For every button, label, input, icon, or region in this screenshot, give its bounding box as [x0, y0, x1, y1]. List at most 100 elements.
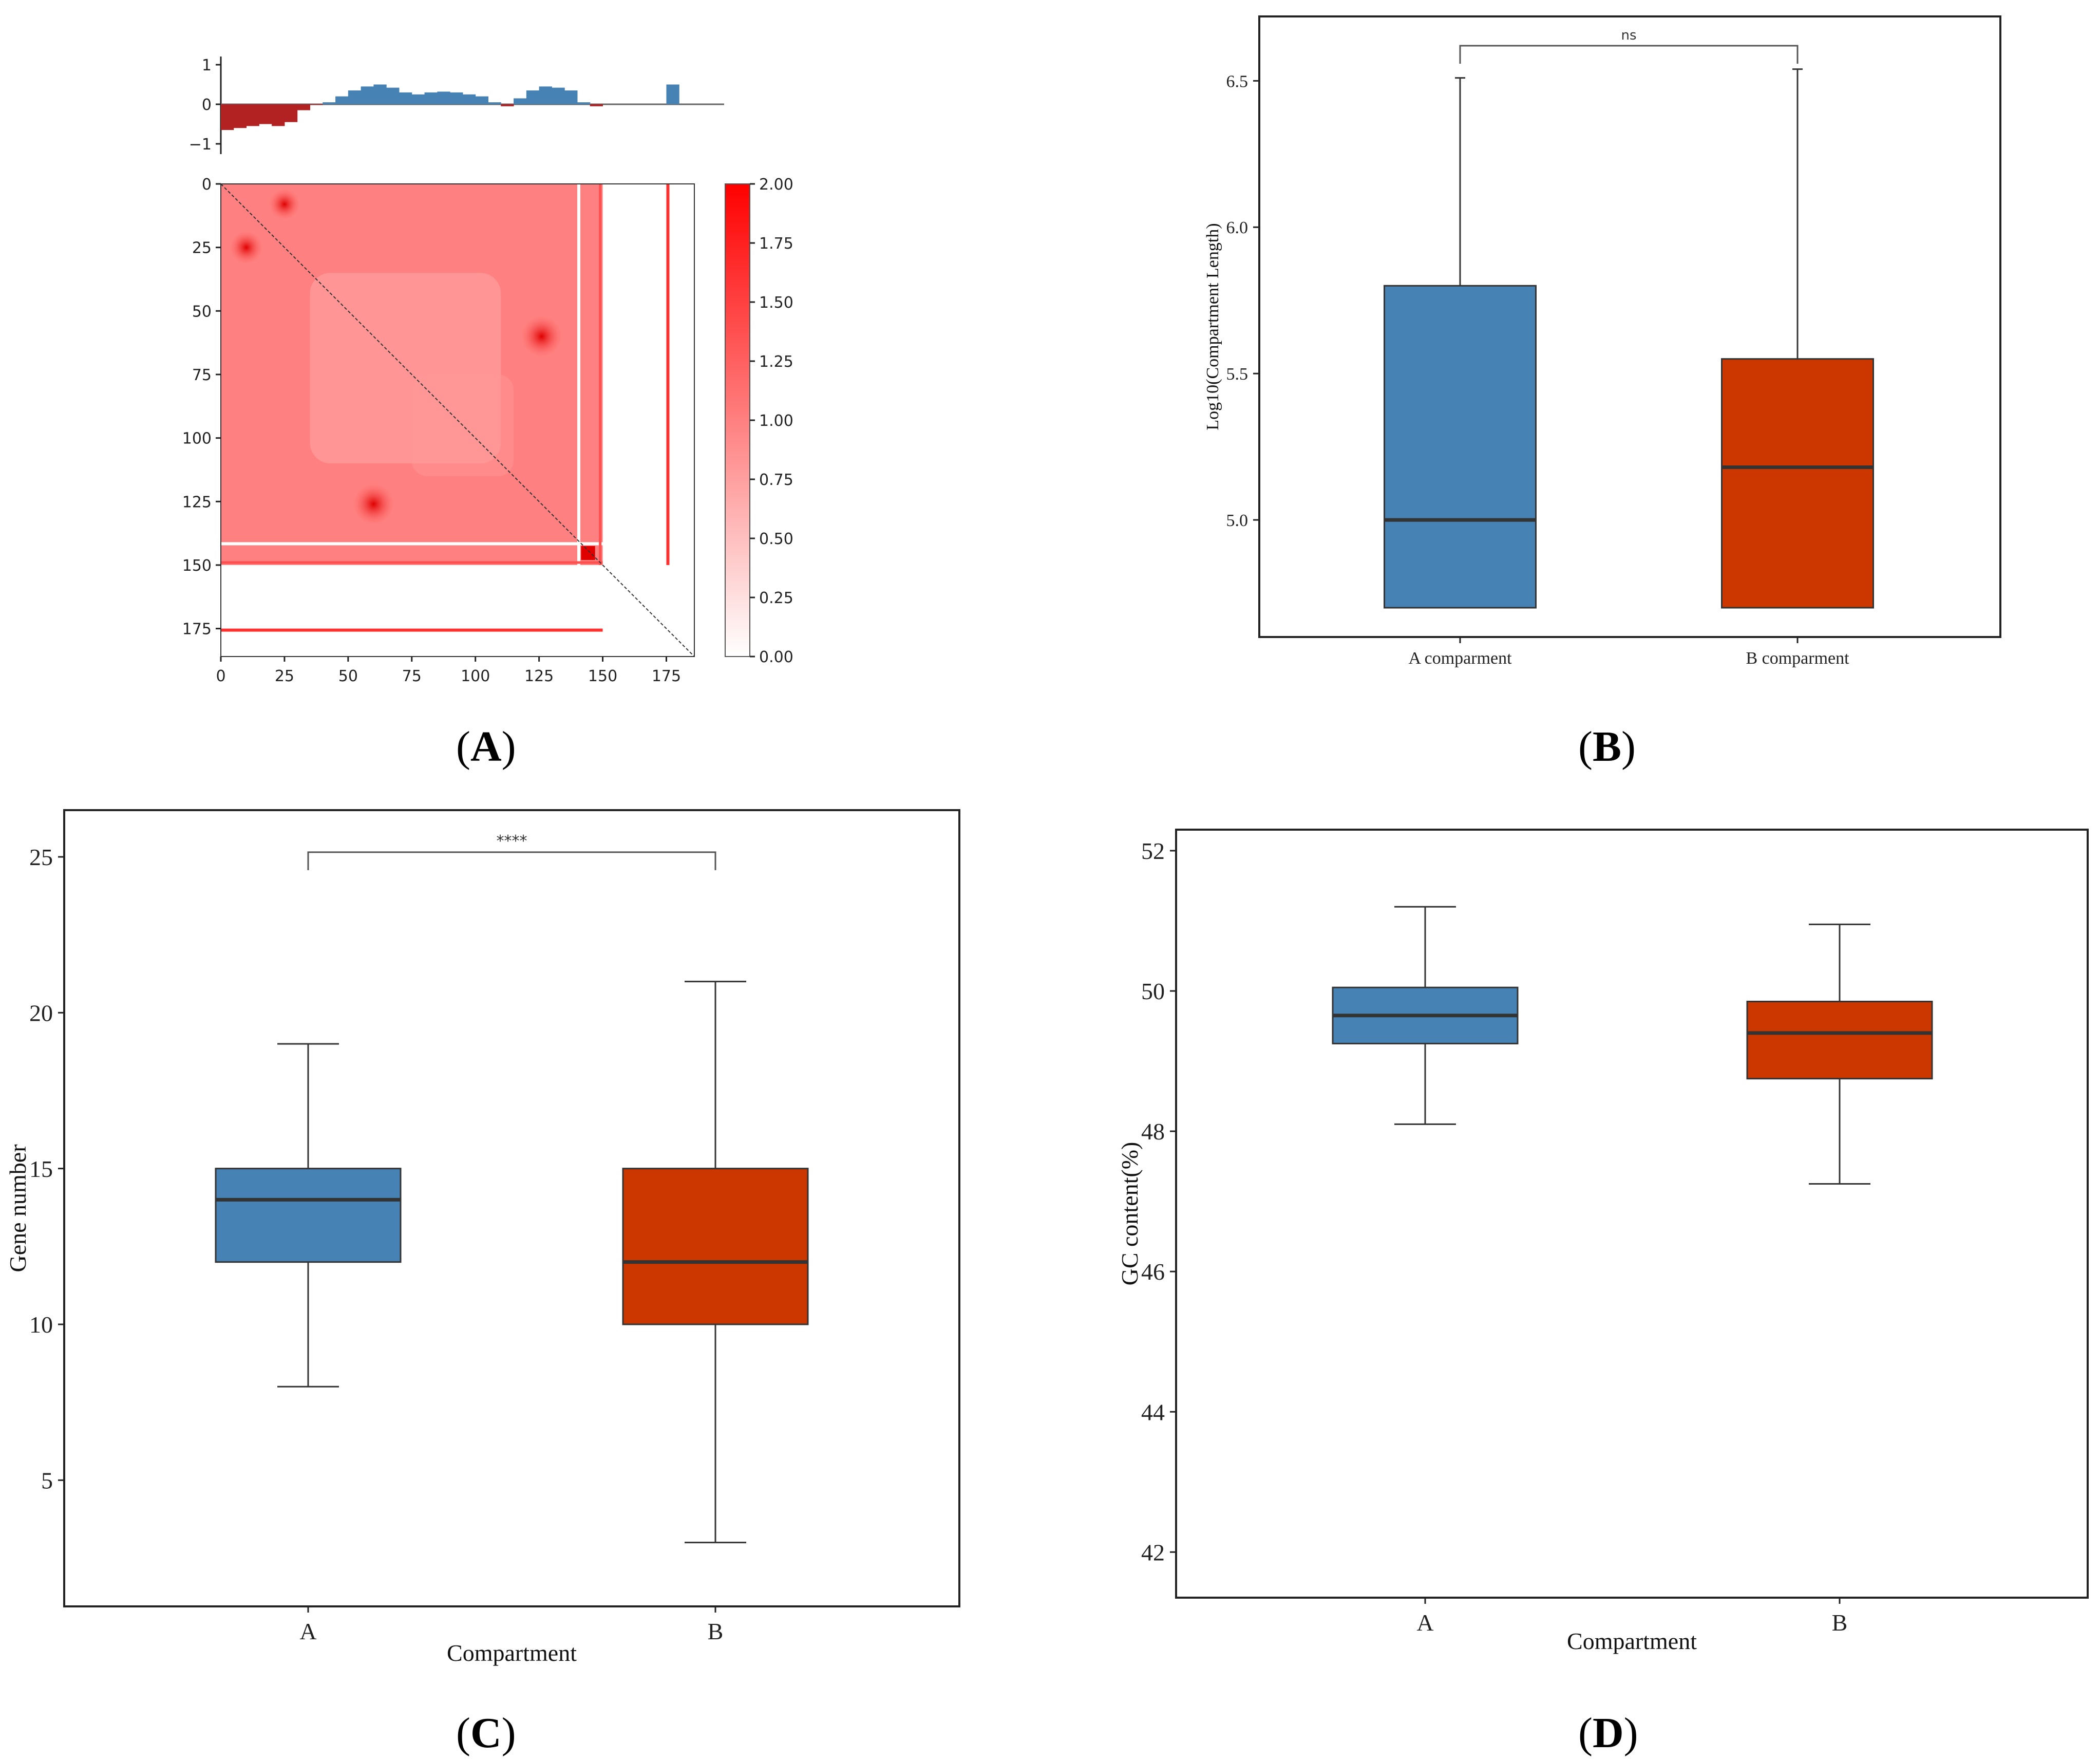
track-bar: [246, 104, 259, 126]
track-bar: [373, 84, 387, 104]
x-tick-label: A comparment: [1408, 649, 1512, 668]
track-bar: [348, 90, 362, 104]
track-bar: [259, 104, 272, 124]
matrix-strip: [599, 184, 602, 565]
matrix-hotspot: [521, 315, 562, 357]
box-body: [1746, 1000, 1933, 1080]
track-bar: [501, 104, 514, 106]
box-body: [215, 1168, 402, 1263]
track-bar: [272, 104, 285, 126]
y-tick-label: 15: [29, 1156, 53, 1182]
track-bar: [411, 94, 425, 104]
track-bar: [552, 87, 565, 104]
track-bar: [233, 104, 247, 128]
track-bar: [450, 92, 463, 104]
matrix-frame: [220, 183, 695, 657]
y-axis-label: Log10(Compartment Length): [1203, 223, 1222, 430]
significance-label: ****: [497, 832, 527, 850]
significance-label: ns: [1621, 28, 1636, 43]
x-tick-label: A: [299, 1618, 316, 1644]
matrix-strip: [221, 561, 603, 564]
y-tick-label: 6.0: [1226, 218, 1248, 237]
panel-label-c: (C): [456, 1709, 516, 1757]
panel-label-b: (B): [1578, 723, 1636, 771]
track-bar: [297, 104, 310, 110]
y-tick-label: 6.5: [1226, 72, 1248, 91]
panel-a: 1 0 −1 0 25 50 75 100 125 150 175 0 25 50 75 100 125 150 1…: [0, 0, 1027, 801]
y-axis-label: Gene number: [5, 1144, 31, 1272]
y-tick-label: 52: [1141, 838, 1165, 864]
x-tick-label: 100: [461, 667, 490, 685]
x-tick-label: 150: [588, 667, 617, 685]
colorbar-tick-label: 0.75: [759, 471, 793, 489]
y-tick-label: 125: [182, 493, 212, 511]
panel-b: 5.0 5.5 6.0 6.5 Log10(Compartment Length) A c…: [1027, 0, 2100, 801]
domain-block: [310, 273, 501, 464]
track-bar: [666, 84, 679, 104]
y-tick-label: 5.5: [1226, 365, 1248, 384]
colorbar: [725, 183, 750, 657]
x-axis-label: Compartment: [447, 1640, 577, 1666]
x-axis-label: Compartment: [1567, 1628, 1697, 1654]
track-bar: [462, 94, 476, 104]
box-body: [1384, 285, 1537, 609]
y-tick-label: 5: [41, 1467, 53, 1493]
track-bar: [514, 98, 527, 104]
boxplot-chart-d: 42 44 46 48 50 52 GC content(%) Compartment A B: [1117, 829, 2089, 1654]
y-axis-label: GC content(%): [1117, 1142, 1143, 1286]
track-bar: [323, 102, 336, 104]
track-bar: [577, 102, 591, 104]
track-tick-label: −1: [189, 136, 212, 154]
y-tick-label: 0: [202, 176, 212, 194]
y-tick-label: 25: [192, 239, 212, 257]
colorbar-tick-label: 1.75: [759, 235, 793, 253]
colorbar-tick-label: 0.50: [759, 530, 793, 548]
track-bar: [399, 92, 412, 104]
track-bar: [221, 104, 234, 130]
boxplot-chart-c: 5 10 15 20 25 Gene number Compartment A B ****: [5, 809, 960, 1666]
track-bar: [526, 90, 540, 104]
matrix-diagonal: [220, 183, 695, 657]
y-tick-label: 42: [1141, 1539, 1165, 1565]
colorbar-tick-label: 0.25: [759, 589, 793, 607]
x-tick-label: 0: [216, 667, 225, 685]
x-tick-label: 175: [652, 667, 681, 685]
boxplot-chart-b: 5.0 5.5 6.0 6.5 Log10(Compartment Length) A c…: [1203, 15, 2001, 668]
matrix-hotspot: [230, 231, 263, 264]
y-tick-label: 75: [192, 366, 212, 384]
matrix-gap-horizontal: [221, 542, 603, 546]
panel-d: 42 44 46 48 50 52 GC content(%) Compartment A B (…: [1027, 801, 2100, 1760]
matrix-block: [581, 546, 595, 560]
plot-frame: [63, 809, 960, 1607]
track-tick-label: 1: [202, 57, 212, 74]
plot-frame: [1258, 15, 2001, 638]
panel-label-a: (A): [456, 723, 516, 771]
x-tick-label: 75: [402, 667, 422, 685]
matrix-hotspot: [353, 483, 394, 525]
y-tick-label: 50: [192, 303, 212, 321]
track-bar: [310, 104, 323, 105]
panel-label-d: (D): [1578, 1709, 1638, 1757]
significance-bracket: [307, 851, 716, 870]
track-bar: [361, 86, 374, 104]
y-tick-label: 20: [29, 1000, 53, 1026]
box-body: [622, 1168, 809, 1325]
y-tick-label: 150: [182, 557, 212, 575]
panel-c: 5 10 15 20 25 Gene number Compartment A B **** (C…: [0, 801, 1027, 1760]
plot-frame: [1175, 829, 2089, 1599]
colorbar-tick-label: 1.50: [759, 294, 793, 312]
matrix-strip: [666, 184, 670, 565]
x-tick-label: B: [708, 1618, 724, 1644]
matrix-hotspot: [269, 189, 300, 220]
track-bar: [284, 104, 298, 122]
x-tick-label: B comparment: [1746, 649, 1849, 668]
track-bar: [386, 87, 400, 104]
x-tick-label: 25: [275, 667, 294, 685]
x-tick-label: A: [1416, 1609, 1433, 1636]
track-bar: [424, 92, 438, 104]
colorbar-tick-label: 1.00: [759, 412, 793, 430]
y-tick-label: 46: [1141, 1259, 1165, 1285]
track-bar: [564, 90, 578, 104]
y-tick-label: 44: [1141, 1399, 1165, 1425]
matrix-gap-vertical: [577, 184, 580, 565]
